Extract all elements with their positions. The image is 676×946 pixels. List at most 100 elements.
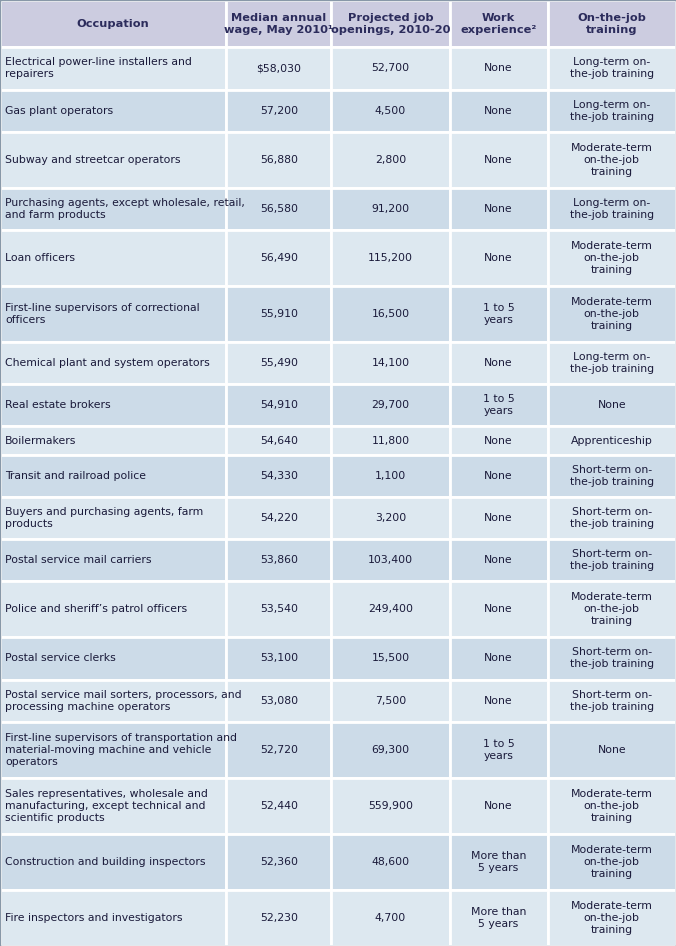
Bar: [331, 581, 450, 638]
Text: 48,600: 48,600: [371, 857, 410, 867]
Bar: [450, 722, 548, 778]
Text: 56,880: 56,880: [260, 155, 298, 165]
Text: 559,900: 559,900: [368, 801, 413, 811]
Text: Loan officers: Loan officers: [5, 253, 75, 263]
Text: 1 to 5
years: 1 to 5 years: [483, 739, 514, 761]
Text: 52,230: 52,230: [260, 913, 298, 923]
Bar: [450, 833, 548, 890]
Bar: [548, 47, 676, 90]
Text: Moderate-term
on-the-job
training: Moderate-term on-the-job training: [571, 789, 653, 823]
Text: Real estate brokers: Real estate brokers: [5, 400, 111, 411]
Bar: [0, 286, 226, 342]
Bar: [0, 497, 226, 539]
Text: Moderate-term
on-the-job
training: Moderate-term on-the-job training: [571, 901, 653, 935]
Bar: [450, 497, 548, 539]
Text: Projected job
openings, 2010-20: Projected job openings, 2010-20: [331, 12, 450, 35]
Text: None: None: [484, 203, 513, 214]
Bar: [0, 187, 226, 230]
Bar: [548, 131, 676, 187]
Bar: [226, 455, 331, 497]
Bar: [548, 539, 676, 581]
Text: 54,640: 54,640: [260, 435, 298, 446]
Text: 103,400: 103,400: [368, 555, 413, 565]
Text: None: None: [598, 400, 626, 411]
Bar: [331, 187, 450, 230]
Bar: [548, 384, 676, 427]
Bar: [226, 230, 331, 286]
Text: 4,500: 4,500: [375, 106, 406, 115]
Text: Purchasing agents, except wholesale, retail,
and farm products: Purchasing agents, except wholesale, ret…: [5, 198, 245, 219]
Bar: [0, 581, 226, 638]
Text: Transit and railroad police: Transit and railroad police: [5, 471, 146, 481]
Text: None: None: [484, 513, 513, 523]
Text: None: None: [484, 801, 513, 811]
Bar: [450, 47, 548, 90]
Text: 55,490: 55,490: [260, 359, 298, 368]
Text: Postal service mail carriers: Postal service mail carriers: [5, 555, 151, 565]
Bar: [331, 890, 450, 946]
Bar: [450, 131, 548, 187]
Text: 115,200: 115,200: [368, 253, 413, 263]
Text: 52,720: 52,720: [260, 745, 298, 755]
Bar: [450, 90, 548, 131]
Bar: [548, 497, 676, 539]
Bar: [548, 0, 676, 47]
Bar: [331, 90, 450, 131]
Bar: [0, 0, 226, 47]
Bar: [450, 384, 548, 427]
Bar: [548, 90, 676, 131]
Bar: [450, 455, 548, 497]
Bar: [226, 638, 331, 679]
Text: None: None: [598, 745, 626, 755]
Text: Construction and building inspectors: Construction and building inspectors: [5, 857, 206, 867]
Bar: [450, 539, 548, 581]
Text: Apprenticeship: Apprenticeship: [571, 435, 653, 446]
Bar: [226, 679, 331, 722]
Text: More than
5 years: More than 5 years: [471, 907, 526, 929]
Bar: [331, 539, 450, 581]
Bar: [548, 581, 676, 638]
Bar: [226, 342, 331, 384]
Text: 56,580: 56,580: [260, 203, 298, 214]
Text: None: None: [484, 63, 513, 74]
Text: 69,300: 69,300: [371, 745, 410, 755]
Text: 57,200: 57,200: [260, 106, 298, 115]
Bar: [450, 581, 548, 638]
Text: 54,910: 54,910: [260, 400, 298, 411]
Bar: [548, 286, 676, 342]
Bar: [0, 230, 226, 286]
Bar: [0, 890, 226, 946]
Text: Police and sheriff’s patrol officers: Police and sheriff’s patrol officers: [5, 604, 187, 614]
Bar: [548, 890, 676, 946]
Bar: [226, 384, 331, 427]
Bar: [331, 47, 450, 90]
Text: Long-term on-
the-job training: Long-term on- the-job training: [570, 198, 654, 219]
Text: First-line supervisors of correctional
officers: First-line supervisors of correctional o…: [5, 303, 199, 325]
Bar: [226, 722, 331, 778]
Text: 1,100: 1,100: [375, 471, 406, 481]
Bar: [548, 230, 676, 286]
Bar: [226, 833, 331, 890]
Text: None: None: [484, 155, 513, 165]
Text: Long-term on-
the-job training: Long-term on- the-job training: [570, 58, 654, 79]
Text: Electrical power-line installers and
repairers: Electrical power-line installers and rep…: [5, 58, 192, 79]
Bar: [226, 778, 331, 833]
Text: None: None: [484, 654, 513, 663]
Bar: [0, 455, 226, 497]
Text: Postal service mail sorters, processors, and
processing machine operators: Postal service mail sorters, processors,…: [5, 690, 241, 711]
Text: First-line supervisors of transportation and
material-moving machine and vehicle: First-line supervisors of transportation…: [5, 733, 237, 767]
Text: 7,500: 7,500: [375, 695, 406, 706]
Text: None: None: [484, 359, 513, 368]
Bar: [331, 131, 450, 187]
Text: 249,400: 249,400: [368, 604, 413, 614]
Text: Moderate-term
on-the-job
training: Moderate-term on-the-job training: [571, 143, 653, 177]
Text: None: None: [484, 604, 513, 614]
Bar: [0, 131, 226, 187]
Bar: [226, 427, 331, 455]
Bar: [331, 455, 450, 497]
Text: Short-term on-
the-job training: Short-term on- the-job training: [570, 647, 654, 670]
Bar: [450, 286, 548, 342]
Text: 56,490: 56,490: [260, 253, 298, 263]
Bar: [450, 187, 548, 230]
Bar: [450, 778, 548, 833]
